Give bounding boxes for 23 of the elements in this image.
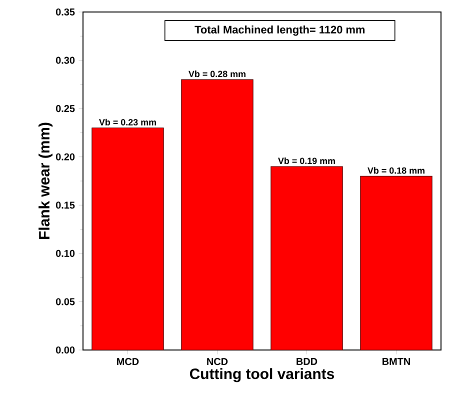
- y-tick-label: 0.10: [56, 250, 75, 257]
- y-axis-title: Flank wear (mm): [38, 122, 52, 239]
- x-tick-label: NCD: [207, 358, 228, 366]
- bar: [181, 79, 254, 350]
- y-tick-label: 0.25: [56, 105, 75, 112]
- data-label: Vb = 0.19 mm: [278, 157, 335, 164]
- bar: [270, 166, 343, 350]
- y-tick-label: 0.05: [56, 298, 75, 306]
- annotation: Total Machined length= 1120 mm: [194, 25, 365, 36]
- y-tick-label: 0.35: [56, 8, 75, 16]
- y-tick-label: 0.15: [56, 202, 75, 209]
- x-tick-label: BMTN: [382, 358, 410, 365]
- data-label: Vb = 0.23 mm: [99, 118, 156, 126]
- y-tick-label: 0.30: [56, 56, 75, 64]
- bar: [92, 128, 164, 350]
- data-label: Vb = 0.28 mm: [188, 70, 246, 78]
- data-label: Vb = 0.18 mm: [368, 167, 424, 174]
- x-tick-label: BDD: [296, 358, 318, 365]
- bar: [360, 176, 432, 350]
- x-tick-label: MCD: [117, 358, 139, 366]
- x-axis-title: Cutting tool variants: [190, 368, 334, 382]
- y-tick-label: 0.20: [56, 153, 75, 160]
- y-tick-label: 0.00: [56, 346, 75, 354]
